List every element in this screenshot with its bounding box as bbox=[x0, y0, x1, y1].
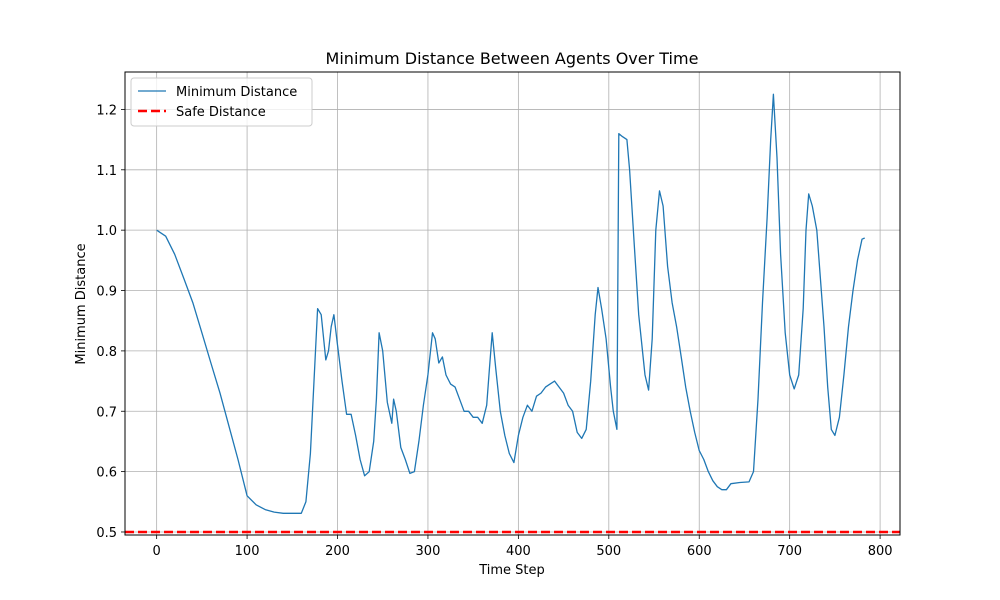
y-tick-label: 1.1 bbox=[96, 164, 117, 179]
y-tick-label: 0.6 bbox=[96, 466, 117, 481]
x-tick-label: 500 bbox=[596, 544, 621, 559]
legend-label-safe-distance: Safe Distance bbox=[176, 105, 266, 120]
x-tick-label: 700 bbox=[777, 544, 802, 559]
x-axis-label: Time Step bbox=[478, 563, 545, 578]
x-tick-label: 200 bbox=[325, 544, 350, 559]
legend-box bbox=[130, 77, 313, 127]
y-axis-label: Minimum Distance bbox=[74, 243, 89, 364]
plot-frame bbox=[124, 71, 901, 536]
x-tick-label: 0 bbox=[153, 544, 161, 559]
data-lines bbox=[125, 93, 900, 534]
x-tick-label: 100 bbox=[235, 544, 260, 559]
x-tick-label: 600 bbox=[687, 544, 712, 559]
y-tick-label: 1.2 bbox=[96, 103, 117, 118]
x-tick-label: 300 bbox=[416, 544, 441, 559]
chart-title: Minimum Distance Between Agents Over Tim… bbox=[326, 49, 699, 68]
legend-label-minimum-distance: Minimum Distance bbox=[176, 85, 297, 100]
y-axis-ticks: 0.5 0.6 0.7 0.8 0.9 1.0 1.1 1.2 bbox=[96, 103, 125, 541]
x-tick-label: 800 bbox=[868, 544, 893, 559]
x-axis-ticks: 0 100 200 300 400 500 600 700 800 bbox=[153, 535, 893, 559]
y-tick-label: 1.0 bbox=[96, 224, 117, 239]
y-tick-label: 0.7 bbox=[96, 405, 117, 420]
legend: Minimum Distance Safe Distance bbox=[130, 77, 313, 127]
y-tick-label: 0.9 bbox=[96, 285, 117, 300]
series-line-minimum-distance bbox=[156, 93, 865, 514]
y-tick-label: 0.8 bbox=[96, 345, 117, 360]
x-tick-label: 400 bbox=[506, 544, 531, 559]
y-tick-label: 0.5 bbox=[96, 526, 117, 541]
